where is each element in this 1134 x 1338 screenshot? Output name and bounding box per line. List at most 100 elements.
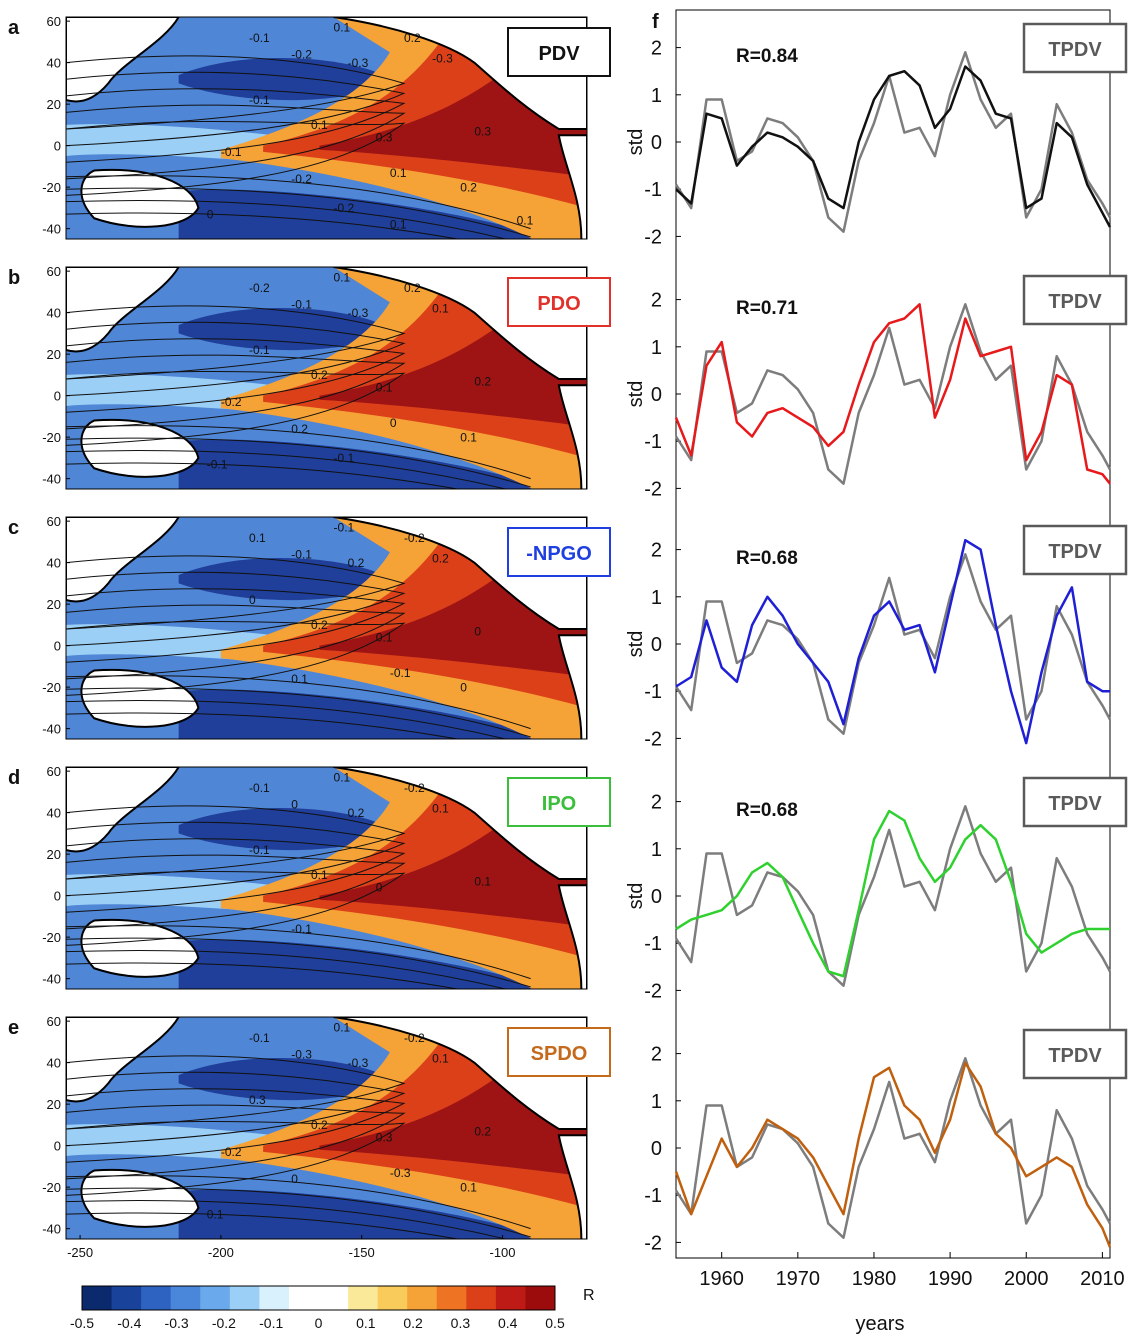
tpdv-label: TPDV (1048, 541, 1102, 563)
contour-line (66, 88, 406, 163)
y-tick-label: 1 (651, 85, 662, 107)
colorbar-swatch (229, 1286, 260, 1310)
contour-line (66, 1200, 508, 1239)
south-america-land (557, 134, 587, 239)
colorbar-tick-label: 0.2 (403, 1315, 423, 1331)
colorbar-tick-label: 0.5 (545, 1315, 565, 1331)
map-body: -0.1 0.1 -0.2 -0.3 -0.3 0.1 0.3 0.2 0.3 0.2 0 -0.3 0… (66, 1017, 587, 1239)
contour-line (66, 354, 406, 430)
colorbar-tick-label: 0.4 (498, 1315, 518, 1331)
colorbar-swatch (436, 1286, 467, 1310)
asia-land (66, 267, 180, 353)
colorbar-tick-label: -0.1 (259, 1315, 283, 1331)
y-tick-label: -2 (644, 1232, 662, 1254)
contour-line (66, 200, 508, 239)
correlation-label: R=0.71 (736, 298, 798, 319)
contour-line (66, 305, 406, 380)
contour-label: -0.2 (291, 47, 312, 61)
x-tick-label: -150 (349, 1245, 375, 1260)
correlation-label: R=0.68 (736, 548, 798, 569)
y-tick-label: 0 (54, 889, 61, 904)
y-tick-label: -40 (42, 722, 61, 737)
correlation-label: R=0.68 (736, 800, 798, 821)
contour-line (66, 71, 406, 147)
panel-letter-f: f (652, 11, 659, 33)
y-tick-label: -1 (644, 431, 662, 453)
y-tick-label: 0 (54, 639, 61, 654)
contour-line (66, 712, 461, 739)
south-pacific-negative-band (178, 689, 531, 739)
colorbar-swatch (82, 1286, 113, 1310)
south-america-land (557, 884, 587, 989)
contour-label: 0.1 (390, 218, 407, 232)
contour-label: 0.1 (334, 1021, 351, 1035)
contour-line (66, 338, 406, 413)
map-panel-c: 0.1 -0.1 -0.2 -0.1 0.2 0.2 0 0.2 0.1 0 0.1 -0.1 0 60 4… (8, 514, 611, 740)
colorbar-tick-label: 0.3 (451, 1315, 471, 1331)
south-pacific-negative-band (178, 189, 531, 239)
y-tick-label: 0 (651, 886, 662, 908)
contour-label: -0.1 (249, 31, 270, 45)
index-label-box (507, 277, 611, 327)
contour-label: -0.1 (249, 1031, 270, 1045)
contour-line (66, 700, 508, 739)
contour-line (66, 675, 531, 730)
contour-label: 0.2 (311, 618, 328, 632)
south-america-land (557, 1134, 587, 1239)
index-label-c: -NPGO (526, 543, 592, 565)
index-label-box (507, 777, 611, 827)
contour-lines (66, 1055, 531, 1239)
colorbar-swatch (495, 1286, 526, 1310)
colorbar-swatch (318, 1286, 349, 1310)
index-label-e: SPDO (531, 1043, 588, 1065)
y-tick-label: 2 (651, 290, 662, 312)
index-label-box (507, 27, 611, 77)
contour-label: -0.1 (291, 297, 312, 311)
contour-label: 0.2 (474, 1124, 491, 1138)
contour-label: 0.2 (311, 1118, 328, 1132)
colorbar-swatch (111, 1286, 142, 1310)
contour-label: 0 (291, 797, 298, 811)
contour-label: -0.1 (207, 457, 228, 471)
contour-label: 0.2 (432, 552, 449, 566)
y-tick-label: -1 (644, 933, 662, 955)
contour-label: 0.2 (404, 281, 421, 295)
contour-label: -0.2 (334, 201, 355, 215)
colorbar-swatch (466, 1286, 497, 1310)
y-tick-label: 0 (651, 634, 662, 656)
contour-label: -0.2 (404, 531, 425, 545)
contour-label: 0.2 (474, 374, 491, 388)
contour-label: 0.1 (249, 531, 266, 545)
index-series-line (674, 1061, 1112, 1248)
tpdv-label: TPDV (1048, 291, 1102, 313)
index-label-a: PDV (538, 43, 580, 65)
contour-line (66, 805, 406, 880)
map-frame (65, 16, 588, 240)
contour-lines (66, 555, 531, 739)
y-tick-label: -1 (644, 179, 662, 201)
y-tick-label: -2 (644, 980, 662, 1002)
tpdv-label-box (1022, 1028, 1128, 1080)
contour-label: -0.2 (404, 781, 425, 795)
tpdv-reference-line (674, 51, 1112, 233)
contour-label: -0.1 (249, 781, 270, 795)
y-tick-label: -40 (42, 1222, 61, 1237)
contour-line (66, 1187, 531, 1238)
y-tick-label: 0 (651, 384, 662, 406)
contour-label: 0.1 (432, 1052, 449, 1066)
tpdv-reference-line (674, 1057, 1112, 1239)
contour-label: 0.1 (474, 874, 491, 888)
colorbar-tick-label: 0.1 (356, 1315, 376, 1331)
panel-letter-b: b (8, 267, 20, 289)
contour-label: 0.2 (348, 556, 365, 570)
contour-line (66, 838, 406, 913)
y-tick-label: 40 (47, 56, 61, 71)
contour-label: 0.2 (311, 368, 328, 382)
contour-line (66, 1212, 461, 1239)
contour-label: -0.2 (221, 1145, 242, 1159)
panel-letter-d: d (8, 767, 20, 789)
colorbar-swatch (200, 1286, 231, 1310)
contour-label: -0.1 (249, 843, 270, 857)
contour-line (66, 1104, 406, 1180)
contour-line (66, 425, 531, 480)
